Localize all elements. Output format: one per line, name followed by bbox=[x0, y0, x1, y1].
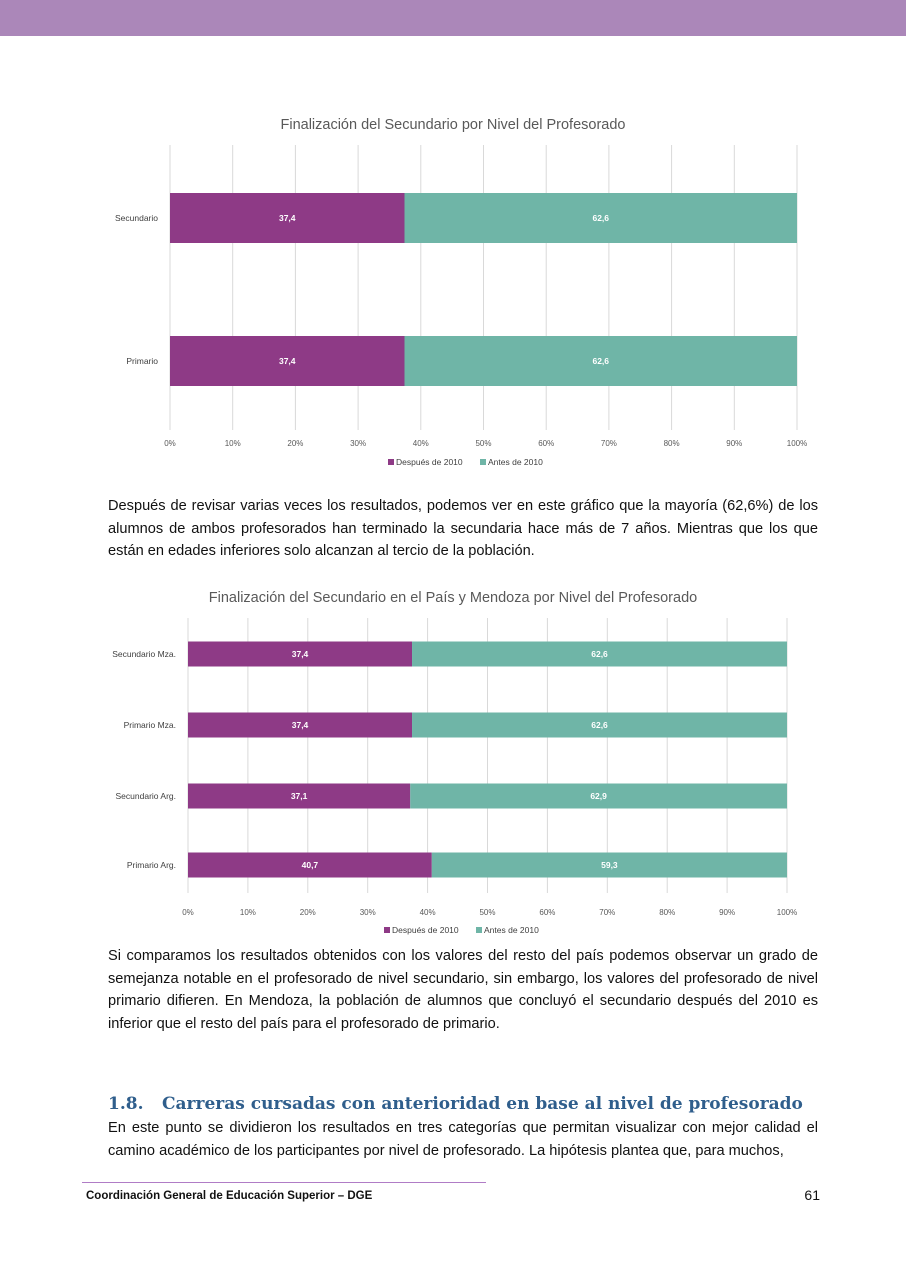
bar-despues-de-2010-secundario-arg bbox=[188, 783, 411, 809]
data-label-antes-de-2010-primario-arg: 59,3 bbox=[601, 860, 618, 870]
x-tick-label: 70% bbox=[601, 439, 617, 448]
x-tick-label: 10% bbox=[225, 439, 241, 448]
bar-despues-de-2010-primario-mza bbox=[188, 712, 413, 738]
x-tick-label: 80% bbox=[659, 908, 675, 917]
category-label-primario-mza: Primario Mza. bbox=[124, 720, 176, 730]
paragraph-section-intro: En este punto se dividieron los resultad… bbox=[108, 1120, 818, 1159]
x-tick-label: 40% bbox=[413, 439, 429, 448]
x-tick-label: 80% bbox=[664, 439, 680, 448]
bar-antes-de-2010-primario-arg bbox=[431, 852, 787, 878]
data-label-antes-de-2010-secundario-arg: 62,9 bbox=[590, 791, 607, 801]
bar-despues-de-2010-secundario bbox=[170, 193, 405, 243]
chart-plot: 0% 10% 20% 30% 40% 50% 60% 70% 80% 90% 100% Secunda… bbox=[112, 618, 797, 935]
x-tick-label: 50% bbox=[475, 439, 491, 448]
bar-antes-de-2010-primario bbox=[404, 336, 797, 386]
category-label-secundario: Secundario bbox=[115, 213, 158, 223]
x-tick-label: 100% bbox=[777, 908, 797, 917]
category-label-secundario-mza: Secundario Mza. bbox=[112, 649, 176, 659]
chart-finalizacion-por-nivel: Finalización del Secundario por Nivel de… bbox=[0, 112, 906, 472]
data-label-antes-de-2010-primario-mza: 62,6 bbox=[591, 720, 608, 730]
data-label-despues-de-2010-secundario-mza: 37,4 bbox=[292, 649, 309, 659]
legend-swatch-despues-de-2010 bbox=[384, 927, 390, 933]
legend-swatch-antes-de-2010 bbox=[480, 459, 486, 465]
category-label-secundario-arg: Secundario Arg. bbox=[116, 791, 176, 801]
footer-rule bbox=[82, 1182, 486, 1183]
legend-label-despues-de-2010: Después de 2010 bbox=[392, 925, 459, 935]
data-label-antes-de-2010-secundario: 62,6 bbox=[592, 213, 609, 223]
data-label-despues-de-2010-primario-mza: 37,4 bbox=[292, 720, 309, 730]
chart-title: Finalización del Secundario por Nivel de… bbox=[280, 117, 626, 133]
x-tick-label: 10% bbox=[240, 908, 256, 917]
data-label-despues-de-2010-secundario: 37,4 bbox=[279, 213, 296, 223]
x-tick-label: 60% bbox=[538, 439, 554, 448]
x-tick-label: 30% bbox=[350, 439, 366, 448]
bar-antes-de-2010-secundario bbox=[404, 193, 797, 243]
legend-swatch-antes-de-2010 bbox=[476, 927, 482, 933]
category-label-primario: Primario bbox=[126, 356, 158, 366]
x-tick-label: 100% bbox=[787, 439, 807, 448]
paragraph-comparison: Si comparamos los resultados obtenidos c… bbox=[108, 948, 818, 1032]
category-label-primario-arg: Primario Arg. bbox=[127, 860, 176, 870]
data-label-despues-de-2010-primario-arg: 40,7 bbox=[302, 860, 319, 870]
x-tick-label: 0% bbox=[182, 908, 194, 917]
paragraph-results-summary: Después de revisar varias veces los resu… bbox=[108, 498, 818, 559]
bar-antes-de-2010-primario-mza bbox=[412, 712, 787, 738]
legend-label-antes-de-2010: Antes de 2010 bbox=[488, 457, 543, 467]
x-tick-label: 90% bbox=[719, 908, 735, 917]
bar-antes-de-2010-secundario-mza bbox=[412, 641, 787, 667]
chart-plot: 0% 10% 20% 30% 40% 50% 60% 70% 80% 90% 100% Secunda… bbox=[115, 145, 807, 467]
legend-label-despues-de-2010: Después de 2010 bbox=[396, 457, 463, 467]
legend-swatch-despues-de-2010 bbox=[388, 459, 394, 465]
x-tick-label: 20% bbox=[287, 439, 303, 448]
x-tick-label: 20% bbox=[300, 908, 316, 917]
x-tick-label: 60% bbox=[539, 908, 555, 917]
x-tick-label: 50% bbox=[479, 908, 495, 917]
page-number: 61 bbox=[804, 1187, 820, 1203]
section-heading: 1.8. Carreras cursadas con anterioridad e… bbox=[108, 1094, 803, 1114]
bar-despues-de-2010-primario bbox=[170, 336, 405, 386]
chart-title: Finalización del Secundario en el País y… bbox=[208, 590, 698, 606]
x-tick-label: 0% bbox=[164, 439, 176, 448]
x-tick-label: 30% bbox=[360, 908, 376, 917]
x-tick-label: 70% bbox=[599, 908, 615, 917]
section-title: Carreras cursadas con anterioridad en ba… bbox=[162, 1094, 803, 1114]
section-number: 1.8. bbox=[108, 1094, 144, 1114]
bar-despues-de-2010-secundario-mza bbox=[188, 641, 413, 667]
header-band bbox=[0, 0, 906, 36]
footer-organization: Coordinación General de Educación Superi… bbox=[86, 1190, 373, 1202]
data-label-antes-de-2010-secundario-mza: 62,6 bbox=[591, 649, 608, 659]
data-label-despues-de-2010-secundario-arg: 37,1 bbox=[291, 791, 308, 801]
chart-finalizacion-pais-mendoza: Finalización del Secundario en el País y… bbox=[0, 585, 906, 940]
bar-antes-de-2010-secundario-arg bbox=[410, 783, 787, 809]
data-label-antes-de-2010-primario: 62,6 bbox=[592, 356, 609, 366]
x-tick-label: 90% bbox=[726, 439, 742, 448]
data-label-despues-de-2010-primario: 37,4 bbox=[279, 356, 296, 366]
x-tick-label: 40% bbox=[420, 908, 436, 917]
legend-label-antes-de-2010: Antes de 2010 bbox=[484, 925, 539, 935]
bar-despues-de-2010-primario-arg bbox=[188, 852, 432, 878]
